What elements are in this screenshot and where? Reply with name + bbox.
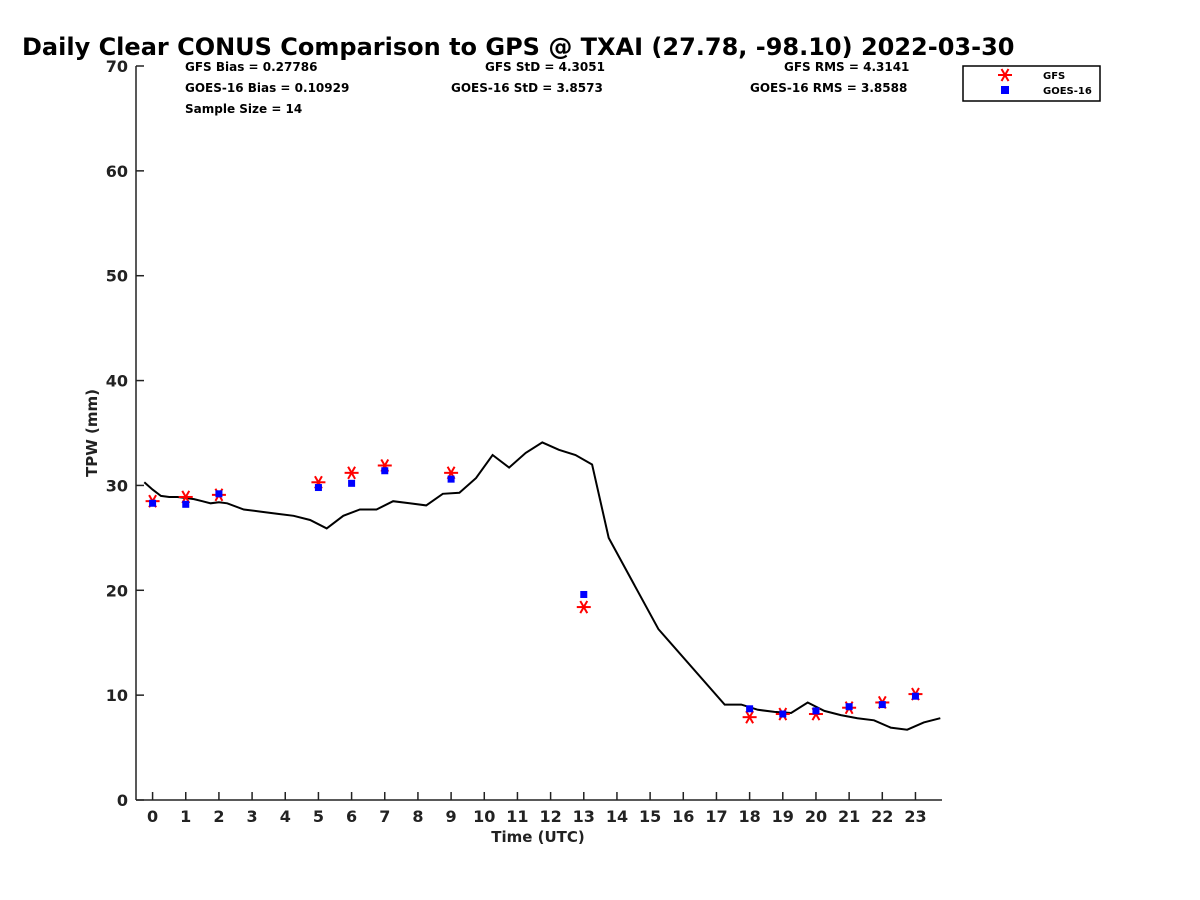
goes-16-point [381,467,389,475]
x-tick-label: 6 [346,807,357,826]
goes-16-point [779,710,787,718]
x-axis-label: Time (UTC) [491,828,585,846]
x-tick-label: 8 [412,807,423,826]
data-series [143,441,941,731]
x-tick-label: 10 [473,807,495,826]
x-tick-label: 15 [639,807,661,826]
x-tick-label: 2 [213,807,224,826]
gps-line [143,441,941,731]
y-tick-label: 10 [106,686,128,705]
x-tick-label: 12 [539,807,561,826]
x-ticks: 0 1 2 3 4 5 6 7 8 9 10 11 12 13 14 15 16 17 18 19 20 21 22 23 [147,792,927,826]
goes-16-point [215,490,223,498]
goes-16-point [580,590,588,598]
x-tick-label: 14 [606,807,628,826]
goes-16-point [182,500,190,508]
x-tick-label: 13 [573,807,595,826]
axes [135,66,942,801]
x-tick-label: 9 [446,807,457,826]
x-tick-label: 23 [904,807,926,826]
legend-goes-marker [1001,86,1009,94]
chart-title: Daily Clear CONUS Comparison to GPS @ TX… [22,33,1014,61]
x-tick-label: 20 [805,807,827,826]
goes-16-point [348,479,356,487]
x-tick-label: 5 [313,807,324,826]
legend-gfs-marker [998,68,1012,82]
legend-box [962,65,1101,102]
goes-rms-text: GOES-16 RMS = 3.8588 [750,81,907,95]
gfs-point [576,600,591,614]
x-tick-label: 3 [247,807,258,826]
goes-bias-text: GOES-16 Bias = 0.10929 [185,81,349,95]
gfs-std-text: GFS StD = 4.3051 [485,60,605,74]
x-tick-label: 4 [280,807,291,826]
x-tick-label: 1 [180,807,191,826]
y-tick-label: 60 [106,162,128,181]
y-tick-label: 70 [106,57,128,76]
gfs-bias-text: GFS Bias = 0.27786 [185,60,317,74]
statistics-panel: GFS Bias = 0.27786 GOES-16 Bias = 0.1092… [185,60,909,116]
legend-gfs-label: GFS [1043,71,1065,82]
y-tick-label: 0 [117,791,128,810]
goes-16-point [845,703,853,711]
y-tick-label: 20 [106,581,128,600]
goes-16-point [746,705,754,713]
x-tick-label: 11 [506,807,528,826]
y-tick-label: 30 [106,476,128,495]
y-tick-label: 40 [106,372,128,391]
x-tick-label: 0 [147,807,158,826]
gfs-point [344,466,359,480]
x-tick-label: 16 [672,807,694,826]
goes-16-point [149,499,157,507]
gfs-rms-text: GFS RMS = 4.3141 [784,60,909,74]
y-axis-label: TPW (mm) [83,389,101,477]
legend-gfs-asterisk [998,68,1012,82]
x-tick-label: 18 [738,807,760,826]
y-ticks: 0 10 20 30 40 50 60 70 [106,57,144,810]
goes-16-point [812,707,820,715]
legend-goes-label: GOES-16 [1043,86,1092,97]
legend: GFS GOES-16 [962,65,1101,102]
y-tick-label: 50 [106,267,128,286]
goes-16-point [878,701,886,709]
goes-16-point [911,692,919,700]
goes-std-text: GOES-16 StD = 3.8573 [451,81,603,95]
gfs-point [742,710,757,724]
x-tick-label: 21 [838,807,860,826]
sample-size-text: Sample Size = 14 [185,102,302,116]
x-tick-label: 19 [772,807,794,826]
goes-16-point [314,484,322,492]
goes-16-point [447,475,455,483]
x-tick-label: 17 [705,807,727,826]
x-tick-label: 22 [871,807,893,826]
x-tick-label: 7 [379,807,390,826]
